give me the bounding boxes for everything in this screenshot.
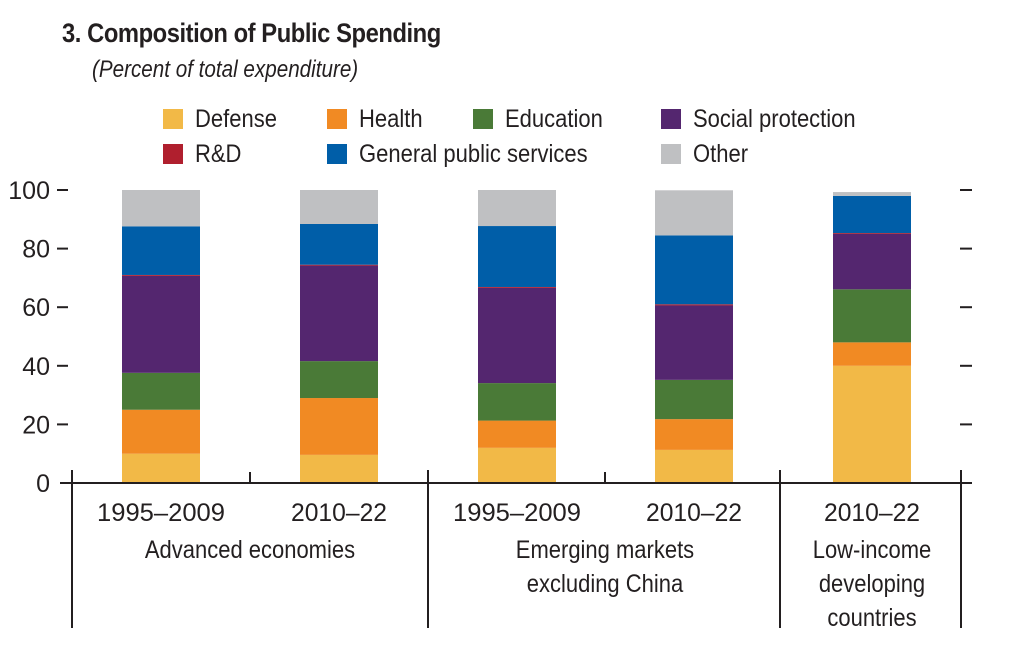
legend: Defense Health Education Social protecti… — [163, 102, 963, 172]
bar-segment-general-public-services — [833, 195, 911, 234]
y-tick-label: 0 — [36, 470, 50, 498]
legend-swatch-other — [661, 144, 681, 164]
group-label: Emerging markets — [516, 536, 694, 564]
bar-segment-education — [833, 289, 911, 343]
bar-segment-social-protection — [300, 265, 378, 362]
bar-segment-r-d — [655, 304, 733, 306]
bar-segment-health — [655, 419, 733, 450]
legend-item-general-public-services: General public services — [327, 137, 619, 171]
legend-label: R&D — [195, 139, 242, 168]
category-label: 1995–2009 — [453, 499, 581, 527]
bar-segment-defense — [122, 453, 200, 483]
bar-segment-education — [300, 361, 378, 399]
bar-segment-general-public-services — [478, 226, 556, 287]
axes-layer — [60, 470, 972, 628]
legend-label: Social protection — [693, 104, 856, 133]
bar-segment-other — [655, 190, 733, 236]
legend-swatch-social-protection — [661, 109, 681, 129]
legend-swatch-defense — [163, 109, 183, 129]
legend-label: Education — [505, 104, 603, 133]
bar-segment-education — [122, 372, 200, 410]
chart-title: 3. Composition of Public Spending — [62, 18, 441, 48]
bar-segment-general-public-services — [300, 223, 378, 265]
legend-item-defense: Defense — [163, 102, 288, 136]
bar-segment-social-protection — [478, 287, 556, 384]
group-label: excluding China — [527, 570, 684, 598]
bar-segment-health — [478, 420, 556, 448]
legend-swatch-rd — [163, 144, 183, 164]
group-label: Low-income — [813, 536, 932, 564]
legend-label: Defense — [195, 104, 277, 133]
bar-segment-defense — [655, 449, 733, 483]
bar-segment-education — [655, 379, 733, 420]
group-label: developing — [819, 570, 925, 598]
legend-item-rd: R&D — [163, 137, 248, 171]
bar-segment-defense — [478, 447, 556, 483]
category-label: 2010–22 — [291, 499, 387, 527]
bar-segment-health — [833, 342, 911, 366]
legend-item-education: Education — [473, 102, 616, 136]
bar-segment-education — [478, 383, 556, 421]
bar-segment-r-d — [833, 233, 911, 234]
group-label: countries — [827, 604, 916, 632]
bar-segment-health — [122, 409, 200, 454]
bar-segment-social-protection — [833, 233, 911, 290]
bar-segment-defense — [833, 365, 911, 483]
category-label: 1995–2009 — [97, 499, 225, 527]
bar-segment-r-d — [478, 286, 556, 288]
bar-segment-defense — [300, 454, 378, 483]
bar-segment-general-public-services — [655, 235, 733, 305]
legend-label: Other — [693, 139, 749, 168]
bar-segment-other — [833, 192, 911, 196]
chart-subtitle: (Percent of total expenditure) — [92, 56, 359, 83]
y-tick-label: 20 — [22, 411, 50, 439]
bar-segment-social-protection — [655, 305, 733, 380]
group-label: Advanced economies — [145, 536, 355, 564]
y-tick-label: 60 — [22, 294, 50, 322]
legend-item-health: Health — [327, 102, 431, 136]
bar-segment-general-public-services — [122, 226, 200, 275]
bar-segment-health — [300, 398, 378, 455]
legend-swatch-health — [327, 109, 347, 129]
category-label: 2010–22 — [824, 499, 920, 527]
category-label: 2010–22 — [646, 499, 742, 527]
y-tick-label: 100 — [8, 177, 50, 205]
legend-label: Health — [359, 104, 423, 133]
bars-layer — [122, 190, 911, 483]
legend-item-other: Other — [661, 137, 756, 171]
y-tick-label: 40 — [22, 353, 50, 381]
category-labels-layer: 1995–2009 2010–22 1995–2009 2010–22 2010–22 A… — [97, 499, 931, 631]
bar-segment-social-protection — [122, 275, 200, 373]
bar-segment-r-d — [122, 274, 200, 276]
y-tick-label: 80 — [22, 236, 50, 264]
legend-swatch-general-public-services — [327, 144, 347, 164]
legend-swatch-education — [473, 109, 493, 129]
bar-segment-r-d — [300, 264, 378, 266]
bar-segment-other — [300, 190, 378, 224]
legend-label: General public services — [359, 139, 588, 168]
legend-item-social-protection: Social protection — [661, 102, 878, 136]
y-ticks-layer: 0 20 40 60 80 100 — [8, 177, 972, 498]
bar-segment-other — [478, 190, 556, 227]
bar-segment-other — [122, 190, 200, 227]
